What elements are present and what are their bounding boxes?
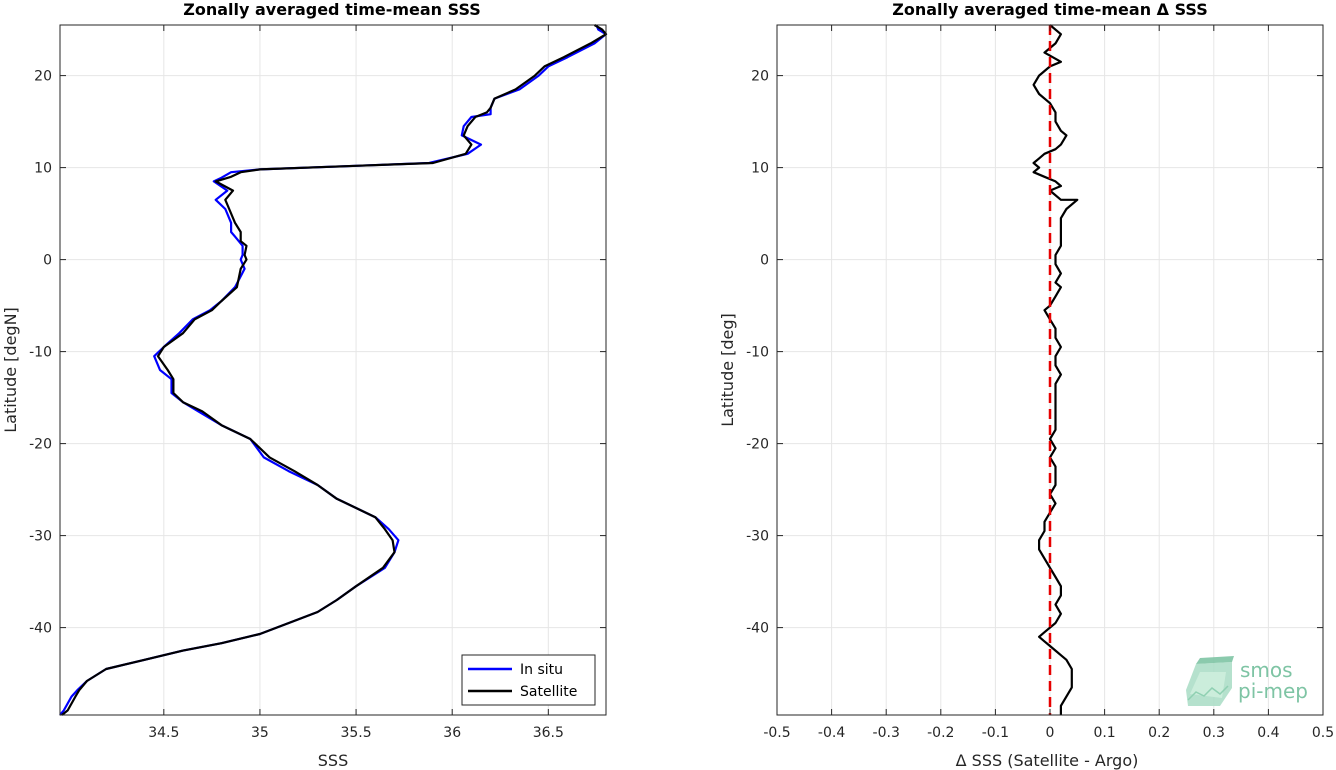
y-tick-label: -20 bbox=[29, 437, 52, 453]
x-tick-label: 36 bbox=[443, 725, 461, 741]
x-tick-label: 0.1 bbox=[1093, 725, 1115, 741]
legend-label-satellite: Satellite bbox=[520, 684, 577, 700]
x-tick-label: 0.5 bbox=[1312, 725, 1334, 741]
x-tick-label: 0.4 bbox=[1257, 725, 1279, 741]
series-line-in-situ bbox=[59, 24, 608, 716]
y-tick-label: -40 bbox=[746, 621, 769, 637]
y-tick-label: 0 bbox=[760, 253, 769, 269]
y-tick-label: -40 bbox=[29, 621, 52, 637]
series-lines bbox=[1032, 24, 1079, 715]
chart-title: Zonally averaged time-mean Δ SSS bbox=[892, 0, 1208, 19]
series-line-delta-sss bbox=[1032, 24, 1079, 715]
x-tick-label: -0.3 bbox=[873, 725, 900, 741]
logo-text-line1: smos bbox=[1240, 658, 1293, 682]
grid-lines bbox=[60, 25, 606, 715]
y-tick-label: -30 bbox=[29, 529, 52, 545]
chart-sss-panel: Zonally averaged time-mean SSS 34.5 35 35.… bbox=[1, 0, 608, 770]
y-tick-label: -10 bbox=[746, 345, 769, 361]
legend-label-in-situ: In situ bbox=[520, 662, 563, 678]
x-tick-label: 0.3 bbox=[1203, 725, 1225, 741]
tick-labels: -0.5 -0.4 -0.3 -0.2 -0.1 0 0.1 0.2 0.3 0.4 0.5 20 10… bbox=[746, 25, 1334, 741]
y-tick-label: -10 bbox=[29, 345, 52, 361]
logo-graphic-icon bbox=[1186, 656, 1234, 706]
x-tick-label: -0.1 bbox=[982, 725, 1009, 741]
logo-text-line2: pi-mep bbox=[1238, 679, 1308, 703]
x-tick-label: 35.5 bbox=[340, 725, 371, 741]
y-tick-label: 0 bbox=[43, 253, 52, 269]
x-tick-label: -0.4 bbox=[818, 725, 845, 741]
y-axis-label: Latitude [degN] bbox=[1, 307, 20, 433]
y-tick-label: -20 bbox=[746, 437, 769, 453]
y-tick-label: 10 bbox=[751, 161, 769, 177]
y-tick-label: 20 bbox=[34, 69, 52, 85]
x-tick-label: -0.5 bbox=[763, 725, 790, 741]
x-tick-label: 0 bbox=[1046, 725, 1055, 741]
series-line-satellite bbox=[61, 24, 608, 716]
y-axis-label: Latitude [deg] bbox=[718, 313, 737, 427]
plot-area-frame bbox=[59, 24, 607, 716]
x-tick-label: 36.5 bbox=[533, 725, 564, 741]
y-tick-label: 10 bbox=[34, 161, 52, 177]
x-tick-label: 0.2 bbox=[1148, 725, 1170, 741]
chart-delta-sss-panel: Zonally averaged time-mean Δ SSS -0.5 -0.… bbox=[718, 0, 1334, 770]
x-tick-label: -0.2 bbox=[927, 725, 954, 741]
series-lines bbox=[59, 24, 608, 716]
x-tick-label: 35 bbox=[251, 725, 269, 741]
y-tick-label: 20 bbox=[751, 69, 769, 85]
y-tick-label: -30 bbox=[746, 529, 769, 545]
smos-pimep-logo: smos pi-mep bbox=[1186, 656, 1308, 706]
x-tick-label: 34.5 bbox=[148, 725, 179, 741]
x-axis-label: SSS bbox=[318, 751, 348, 770]
legend: In situ Satellite bbox=[461, 654, 596, 706]
tick-labels: 34.5 35 35.5 36 36.5 20 10 0 -10 -20 -30 -40 bbox=[29, 25, 606, 741]
x-axis-label: Δ SSS (Satellite - Argo) bbox=[956, 751, 1139, 770]
chart-title: Zonally averaged time-mean SSS bbox=[183, 0, 481, 19]
legend-box bbox=[461, 654, 596, 706]
